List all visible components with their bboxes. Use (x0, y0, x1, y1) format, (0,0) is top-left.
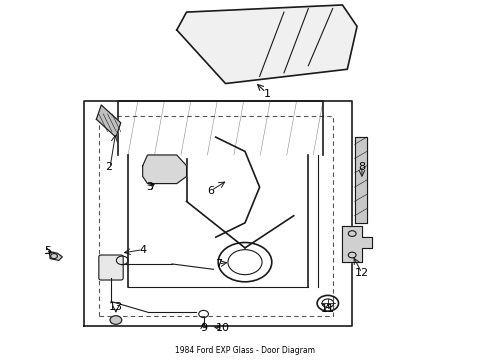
Text: 10: 10 (216, 323, 230, 333)
Polygon shape (177, 5, 357, 84)
Text: 4: 4 (139, 245, 146, 255)
Circle shape (110, 316, 122, 324)
Text: 9: 9 (200, 323, 207, 333)
Text: 7: 7 (215, 259, 222, 269)
Polygon shape (97, 105, 121, 137)
Polygon shape (143, 155, 187, 184)
Text: 5: 5 (44, 247, 51, 256)
Text: 11: 11 (321, 303, 335, 314)
Text: 13: 13 (109, 302, 123, 312)
Text: 6: 6 (207, 186, 215, 196)
Polygon shape (343, 226, 372, 262)
Text: 8: 8 (358, 162, 366, 172)
Polygon shape (49, 251, 62, 260)
Text: 1984 Ford EXP Glass - Door Diagram: 1984 Ford EXP Glass - Door Diagram (175, 346, 315, 355)
Polygon shape (355, 137, 367, 223)
FancyBboxPatch shape (99, 255, 123, 280)
Text: 2: 2 (105, 162, 112, 172)
Text: 12: 12 (355, 268, 369, 278)
Text: 1: 1 (264, 89, 270, 99)
Text: 3: 3 (147, 182, 153, 192)
